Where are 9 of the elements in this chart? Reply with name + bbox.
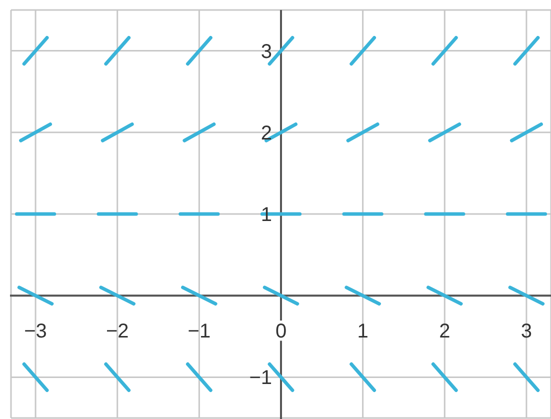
x-tick-label: −1 (188, 320, 211, 343)
y-tick-label: 3 (260, 40, 272, 63)
x-tick-label: −3 (24, 320, 47, 343)
y-tick-label: −1 (249, 367, 272, 390)
x-tick-label: 3 (520, 320, 532, 343)
x-tick-label: 2 (439, 320, 450, 343)
y-tick-label: 2 (260, 122, 272, 144)
x-tick-label: −2 (106, 320, 129, 343)
x-tick-label: 1 (357, 320, 368, 343)
